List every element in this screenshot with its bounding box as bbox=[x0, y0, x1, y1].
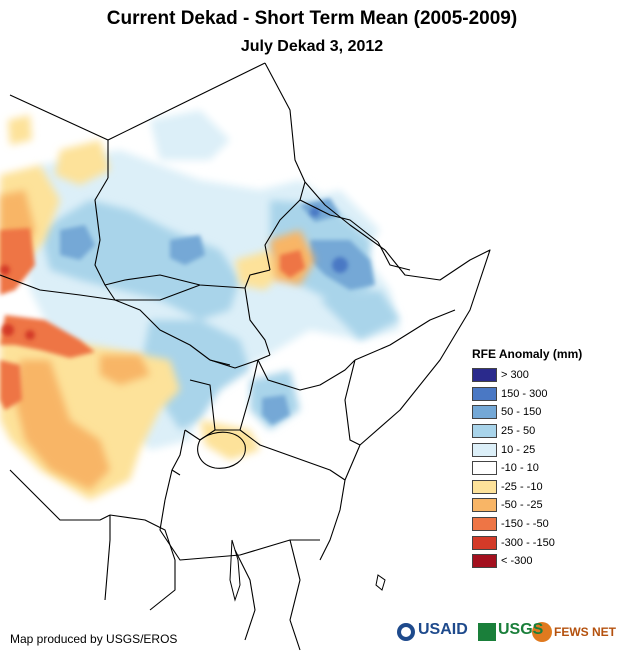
legend-label: 150 - 300 bbox=[501, 387, 548, 400]
fewsnet-logo: FEWS NET bbox=[554, 625, 616, 639]
legend-title: RFE Anomaly (mm) bbox=[472, 347, 583, 361]
legend-label: -25 - -10 bbox=[501, 480, 543, 493]
madagascar bbox=[375, 574, 386, 591]
legend-item: -300 - -150 bbox=[472, 533, 612, 552]
legend-label: -50 - -25 bbox=[501, 499, 543, 512]
legend-item: -150 - -50 bbox=[472, 515, 612, 534]
legend-item: 50 - 150 bbox=[472, 403, 612, 422]
legend-label: 50 - 150 bbox=[501, 406, 542, 419]
legend-item: -25 - -10 bbox=[472, 478, 612, 497]
legend-item: > 300 bbox=[472, 366, 612, 385]
legend-label: > 300 bbox=[501, 369, 529, 382]
legend-swatch bbox=[472, 554, 497, 569]
legend-item: < -300 bbox=[472, 552, 612, 571]
legend: RFE Anomaly (mm) > 300 150 - 300 50 - 150 2… bbox=[472, 347, 612, 571]
usgs-logo: USGS bbox=[498, 621, 544, 638]
legend-item: 10 - 25 bbox=[472, 440, 612, 459]
legend-swatch bbox=[472, 479, 497, 494]
legend-swatch bbox=[472, 424, 497, 439]
legend-swatch bbox=[472, 442, 497, 457]
legend-label: -10 - 10 bbox=[501, 462, 539, 475]
legend-item: 150 - 300 bbox=[472, 385, 612, 404]
legend-swatch bbox=[472, 517, 497, 532]
legend-swatch bbox=[472, 498, 497, 513]
map-credit: Map produced by USGS/EROS bbox=[10, 632, 178, 646]
legend-rows: > 300 150 - 300 50 - 150 25 - 50 10 - 25 -10 … bbox=[472, 366, 612, 571]
legend-label: 25 - 50 bbox=[501, 425, 536, 438]
legend-label: -150 - -50 bbox=[501, 518, 549, 531]
legend-swatch bbox=[472, 535, 497, 550]
logo-strip: USAID USGS FEWS NET bbox=[396, 618, 616, 648]
lake-malawi bbox=[229, 539, 241, 602]
map-title: Current Dekad - Short Term Mean (2005-20… bbox=[106, 8, 518, 29]
legend-label: < -300 bbox=[501, 555, 533, 568]
legend-label: -300 - -150 bbox=[501, 536, 555, 549]
map-subtitle: July Dekad 3, 2012 bbox=[240, 38, 384, 55]
logo-graphics bbox=[397, 622, 552, 642]
usaid-logo: USAID bbox=[418, 621, 468, 638]
lake-victoria bbox=[197, 431, 246, 469]
legend-swatch bbox=[472, 405, 497, 420]
legend-item: -10 - 10 bbox=[472, 459, 612, 478]
anomaly-zone-red bbox=[0, 265, 35, 340]
legend-label: 10 - 25 bbox=[501, 443, 536, 456]
anomaly-zone-dark-blue bbox=[310, 207, 348, 273]
legend-swatch bbox=[472, 368, 497, 383]
legend-item: -50 - -25 bbox=[472, 496, 612, 515]
country-borders bbox=[0, 62, 491, 651]
fewsnet-globe-icon bbox=[532, 622, 552, 642]
legend-item: 25 - 50 bbox=[472, 422, 612, 441]
legend-swatch bbox=[472, 461, 497, 476]
usgs-mark-icon bbox=[478, 623, 496, 641]
legend-swatch bbox=[472, 386, 497, 401]
